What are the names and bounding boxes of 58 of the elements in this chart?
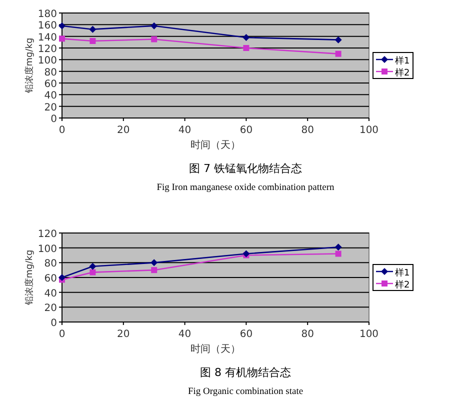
point <box>151 267 158 274</box>
x-tick-label: 0 <box>58 125 66 136</box>
point <box>59 36 65 42</box>
y-tick-label: 40 <box>44 90 57 102</box>
x-tick-label: 40 <box>178 125 192 136</box>
x-tick-label: 100 <box>359 125 379 136</box>
point <box>58 274 66 281</box>
y-tick-label: 80 <box>44 67 57 78</box>
x-tick-label: 80 <box>301 329 314 340</box>
point <box>58 22 66 30</box>
text: Fig Organic combination state <box>188 387 304 397</box>
legend-label: 样2 <box>395 68 410 78</box>
y-axis-title: 铅浓度mg/kg <box>24 250 35 306</box>
point <box>89 262 96 270</box>
y-tick-label: 120 <box>38 229 57 240</box>
y-axis-title: 铅浓度mg/kg <box>24 38 35 94</box>
point <box>90 269 96 276</box>
legend-label: 样1 <box>395 56 410 66</box>
point <box>151 36 158 42</box>
legend-label: 样2 <box>395 280 410 290</box>
point <box>150 259 158 266</box>
x-axis-title: 时间（天） <box>190 343 240 355</box>
point <box>243 45 250 51</box>
y-tick-label: 160 <box>38 20 57 32</box>
y-tick-label: 40 <box>44 288 57 300</box>
x-tick-label: 60 <box>240 329 253 340</box>
point <box>335 50 342 57</box>
point <box>90 38 96 44</box>
y-tick-label: 120 <box>38 44 57 55</box>
y-tick-label: 20 <box>44 303 57 314</box>
x-tick-label: 20 <box>117 329 130 340</box>
x-tick-label: 0 <box>58 329 66 340</box>
y-tick-label: 180 <box>38 9 57 20</box>
text: Fig Iron manganese oxide combination pattern <box>156 183 335 193</box>
x-tick-label: 40 <box>178 329 192 340</box>
x-tick-label: 80 <box>301 125 314 136</box>
y-tick-label: 0 <box>50 114 57 125</box>
y-tick-label: 60 <box>44 274 57 284</box>
point <box>334 244 342 251</box>
point <box>335 250 342 257</box>
y-tick-label: 140 <box>38 32 57 44</box>
y-tick-label: 0 <box>50 318 57 329</box>
x-tick-label: 20 <box>117 125 130 136</box>
x-tick-label: 60 <box>240 125 253 136</box>
y-tick-label: 60 <box>44 79 57 90</box>
y-tick-label: 20 <box>44 102 57 114</box>
legend-label: 样1 <box>395 268 410 278</box>
text: 图 7 铁锰氧化物结合态 <box>189 162 302 175</box>
point <box>334 36 342 44</box>
point <box>150 22 158 30</box>
y-tick-label: 80 <box>44 258 57 270</box>
text: 图 8 有机物结合态 <box>200 366 291 379</box>
x-tick-label: 100 <box>359 329 379 340</box>
point <box>242 34 250 41</box>
y-tick-label: 100 <box>38 56 57 67</box>
y-tick-label: 100 <box>38 244 57 255</box>
point <box>89 26 96 33</box>
x-axis-title: 时间（天） <box>190 139 240 151</box>
